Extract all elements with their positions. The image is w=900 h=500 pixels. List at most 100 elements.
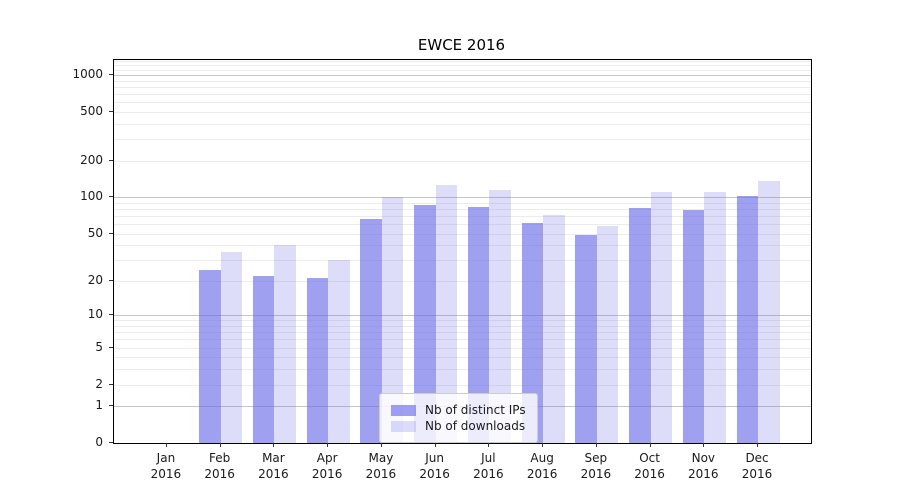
x-tick-year: 2016 [204,467,235,481]
gridline-minor [114,216,811,218]
x-tick-mark [703,443,705,447]
gridline-minor [114,209,811,211]
x-tick-mark [542,443,544,447]
gridline-minor [114,332,811,334]
x-tick-mark [434,443,436,447]
gridline-minor [114,224,811,226]
legend-entry-downloads: Nb of downloads [391,419,526,433]
y-tick-label: 5 [95,339,103,354]
gridline-minor [114,123,811,125]
x-tick-year: 2016 [365,467,397,481]
x-tick-label: Mar 2016 [246,450,300,482]
y-tick-label: 1000 [72,67,103,82]
bar-distinct-ips-apr [306,278,329,443]
y-tick-mark [109,196,113,198]
x-tick-mark [757,443,759,447]
legend-label-distinct-ips: Nb of distinct IPs [425,403,526,417]
gridline-minor [114,94,811,96]
y-tick-mark [109,74,113,76]
bar-distinct-ips-jun [414,204,436,443]
gridline-minor [114,160,811,162]
y-tick-label: 20 [87,272,103,287]
x-tick-month: Oct [639,451,660,465]
gridline-minor [114,347,811,349]
y-tick-mark [109,346,113,348]
x-tick-label: Oct 2016 [623,450,677,482]
x-tick-month: Nov [691,451,716,465]
gridline-minor [114,61,811,63]
x-tick-label: Jul 2016 [461,450,515,482]
gridline-minor [114,102,811,104]
x-tick-month: Dec [745,451,769,465]
x-tick-label: Apr 2016 [300,450,354,482]
gridline-minor [114,260,811,262]
x-tick-year: 2016 [634,467,665,481]
bar-downloads-apr [328,260,350,443]
x-tick-month: Apr [316,451,338,465]
gridline-minor [114,112,811,114]
x-tick-year: 2016 [473,467,504,481]
gridline-major [114,75,811,77]
bar-distinct-ips-mar [252,276,275,443]
y-tick-mark [109,442,113,443]
legend-label-downloads: Nb of downloads [425,419,526,433]
gridline-minor [114,70,811,72]
x-tick-year: 2016 [526,467,558,481]
y-tick-label: 0 [95,435,103,449]
legend-entry-distinct-ips: Nb of distinct IPs [391,403,526,417]
x-tick-year: 2016 [311,467,343,481]
x-tick-label: May 2016 [354,450,408,482]
gridline-minor [114,233,811,235]
x-tick-label: Feb 2016 [193,450,247,482]
x-tick-label: Jan 2016 [139,450,193,482]
x-tick-month: Jul [481,451,496,465]
bar-downloads-sep [596,225,619,443]
x-tick-year: 2016 [258,467,289,481]
legend-swatch-distinct-ips [391,404,416,416]
x-tick-mark [488,443,490,447]
x-tick-year: 2016 [419,467,450,481]
bar-downloads-oct [650,192,673,443]
bar-downloads-mar [274,245,296,443]
x-tick-year: 2016 [688,467,719,481]
x-tick-month: Jan [156,451,176,465]
bar-distinct-ips-feb [199,269,221,443]
x-tick-mark [649,443,651,447]
y-tick-label: 500 [80,104,103,119]
legend: Nb of distinct IPs Nb of downloads [379,393,538,443]
x-tick-mark [219,443,221,447]
bar-distinct-ips-may [360,219,382,443]
y-tick-mark [109,111,113,113]
x-tick-year: 2016 [150,467,182,481]
y-tick-label: 50 [87,225,103,240]
bar-distinct-ips-sep [575,234,597,443]
bar-downloads-feb [220,252,243,443]
bar-downloads-aug [543,214,565,443]
plot-area: Nb of distinct IPs Nb of downloads [113,59,812,444]
gridline-minor [114,245,811,247]
bar-downloads-nov [704,192,726,443]
x-tick-mark [273,443,275,447]
bar-downloads-jul [489,190,511,443]
gridline-major [114,197,811,199]
x-tick-label: Nov 2016 [676,450,730,482]
gridline-major [114,315,811,317]
x-tick-month: May [368,451,394,465]
y-tick-label: 10 [87,307,103,322]
bar-downloads-may [381,196,404,443]
y-tick-mark [109,405,113,407]
gridline-minor [114,202,811,204]
x-tick-month: Sep [584,451,608,465]
y-tick-label: 200 [80,152,103,167]
legend-swatch-downloads [391,420,416,432]
bar-distinct-ips-aug [521,223,544,443]
gridline-minor [114,369,811,371]
gridline-minor [114,326,811,328]
gridline-minor [114,339,811,341]
x-tick-month: Jun [425,451,444,465]
x-tick-month: Aug [530,451,554,465]
x-tick-mark [327,443,329,447]
x-tick-label: Dec 2016 [730,450,784,482]
y-tick-mark [109,159,113,161]
gridline-minor [114,320,811,322]
